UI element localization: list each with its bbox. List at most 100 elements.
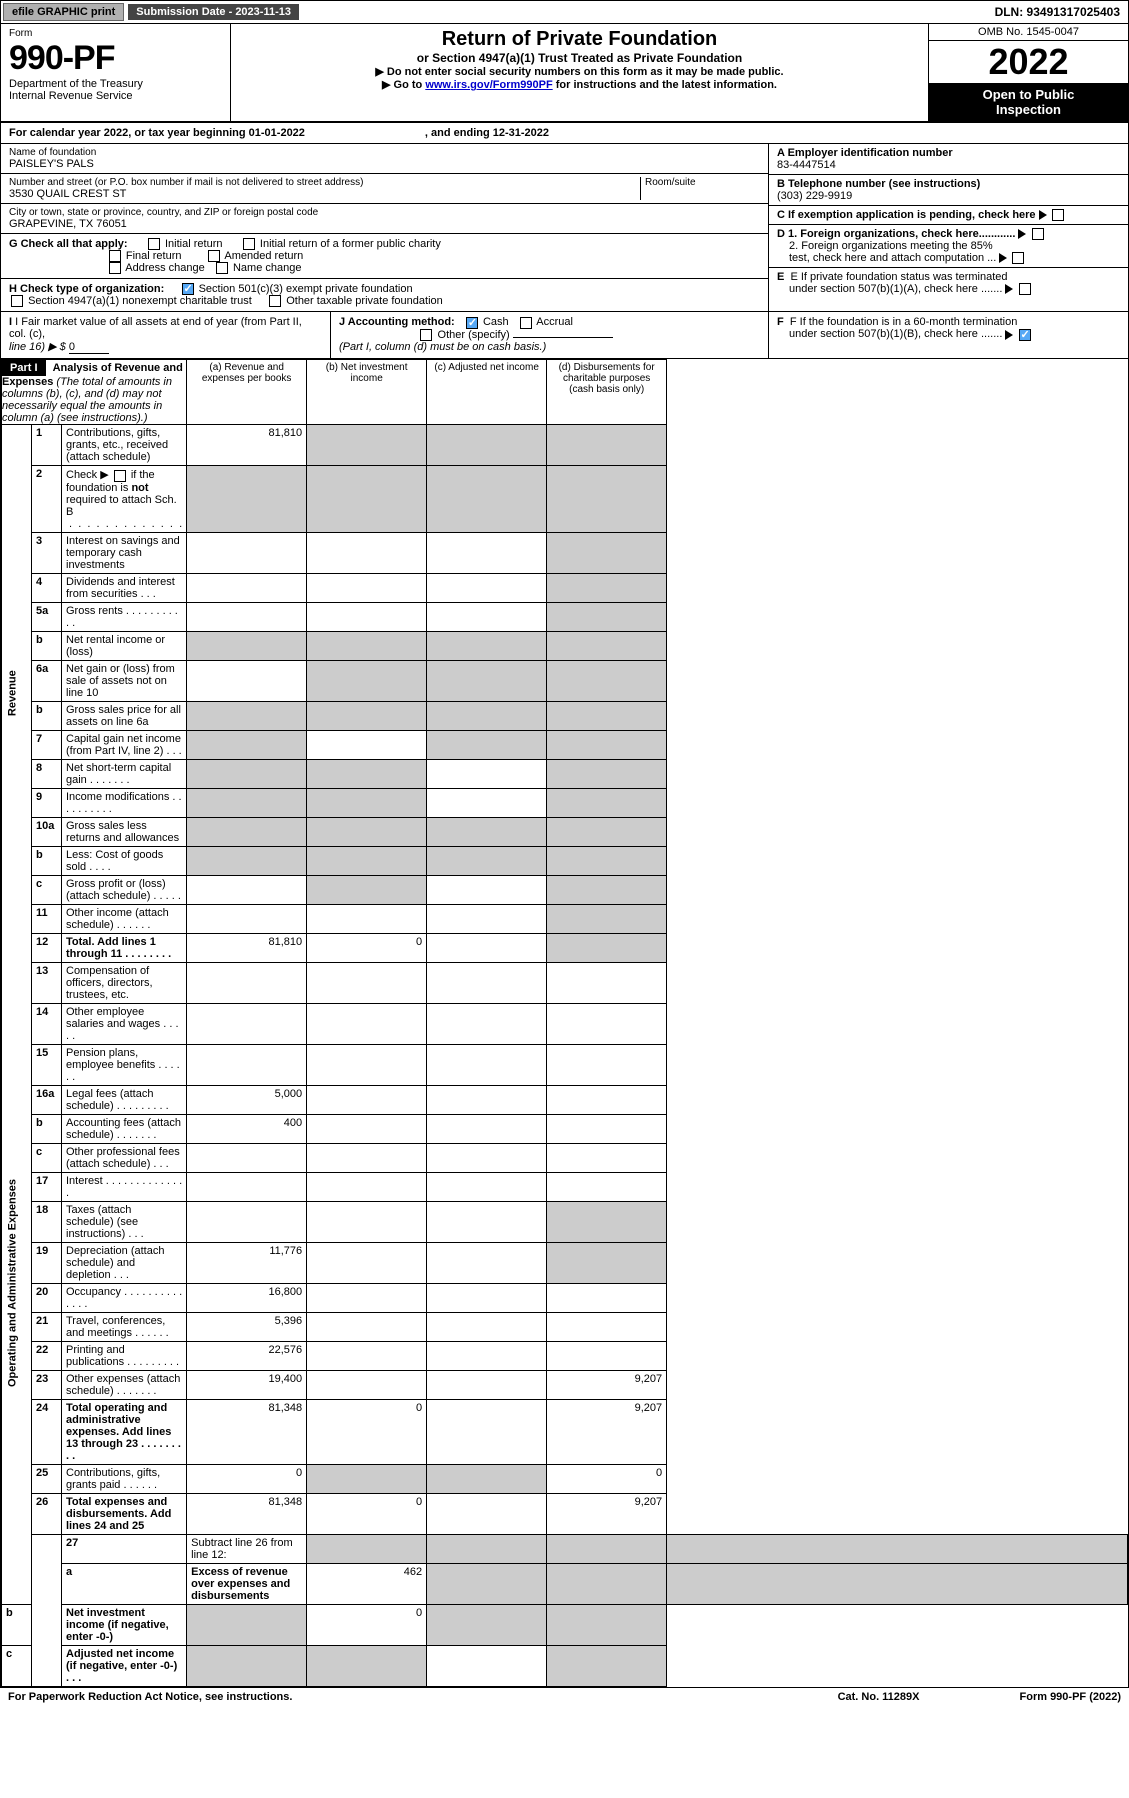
checkbox-c[interactable] xyxy=(1052,209,1064,221)
table-row: bLess: Cost of goods sold . . . . xyxy=(2,846,1128,875)
note-link: ▶ Go to www.irs.gov/Form990PF for instru… xyxy=(235,78,924,91)
checkbox-other-tax[interactable] xyxy=(269,295,281,307)
cell-b xyxy=(307,817,427,846)
foundation-name: PAISLEY'S PALS xyxy=(9,158,760,170)
cell-c xyxy=(547,1534,667,1563)
checkbox-accrual[interactable] xyxy=(520,317,532,329)
lineno: 1 xyxy=(32,425,62,466)
lineno: b xyxy=(32,701,62,730)
cell-a: 19,400 xyxy=(187,1370,307,1399)
cell-b xyxy=(307,1044,427,1085)
cell-d xyxy=(547,425,667,466)
cell-d xyxy=(547,962,667,1003)
table-row: Operating and Administrative Expenses 13… xyxy=(2,962,1128,1003)
a-label: A Employer identification number xyxy=(777,147,1120,159)
cell-a: 16,800 xyxy=(187,1283,307,1312)
irs-label: Internal Revenue Service xyxy=(9,90,222,102)
f2: under section 507(b)(1)(B), check here .… xyxy=(789,328,1002,340)
checkbox-schb[interactable] xyxy=(114,470,126,482)
lineno: 20 xyxy=(32,1283,62,1312)
cell-d xyxy=(547,759,667,788)
checkbox-final[interactable] xyxy=(109,250,121,262)
lineno: a xyxy=(62,1563,187,1604)
checkbox-address[interactable] xyxy=(109,262,121,274)
cell-c xyxy=(427,788,547,817)
line-desc: Check ▶ if the foundation is not require… xyxy=(62,466,187,532)
footer-left: For Paperwork Reduction Act Notice, see … xyxy=(8,1691,292,1703)
e2: under section 507(b)(1)(A), check here .… xyxy=(789,283,1002,295)
cell-c xyxy=(427,846,547,875)
checkbox-amended[interactable] xyxy=(208,250,220,262)
lineno: b xyxy=(2,1604,32,1645)
street-address: 3530 QUAIL CREST ST xyxy=(9,188,640,200)
irs-link[interactable]: www.irs.gov/Form990PF xyxy=(425,79,552,91)
form-header: Form 990-PF Department of the Treasury I… xyxy=(1,24,1128,123)
cell-a xyxy=(187,532,307,573)
phone-value: (303) 229-9919 xyxy=(777,190,1120,202)
table-row: 5aGross rents . . . . . . . . . . . xyxy=(2,602,1128,631)
e1: E If private foundation status was termi… xyxy=(790,271,1007,283)
table-row: bNet investment income (if negative, ent… xyxy=(2,1604,1128,1645)
table-row: 6aNet gain or (loss) from sale of assets… xyxy=(2,660,1128,701)
table-row: cAdjusted net income (if negative, enter… xyxy=(2,1645,1128,1686)
cell-b xyxy=(307,532,427,573)
j-accrual: Accrual xyxy=(536,316,573,328)
cell-b xyxy=(307,1283,427,1312)
lineno: c xyxy=(32,875,62,904)
cell-c xyxy=(427,875,547,904)
cell-a xyxy=(187,660,307,701)
line-desc: Accounting fees (attach schedule) . . . … xyxy=(62,1114,187,1143)
calyear-begin: For calendar year 2022, or tax year begi… xyxy=(9,127,305,139)
lineno: 8 xyxy=(32,759,62,788)
table-row: 26Total expenses and disbursements. Add … xyxy=(2,1493,1128,1534)
checkbox-4947[interactable] xyxy=(11,295,23,307)
efile-button[interactable]: efile GRAPHIC print xyxy=(3,3,124,21)
cell-b xyxy=(427,1534,547,1563)
d2b: test, check here and attach computation … xyxy=(789,252,996,264)
cell-a xyxy=(187,788,307,817)
cell-a: 81,810 xyxy=(187,933,307,962)
cell-a xyxy=(187,846,307,875)
checkbox-cash[interactable] xyxy=(466,317,478,329)
cell-c xyxy=(427,1201,547,1242)
line-desc: Total operating and administrative expen… xyxy=(62,1399,187,1464)
cell-d xyxy=(547,1044,667,1085)
line-desc: Gross sales price for all assets on line… xyxy=(62,701,187,730)
line-desc: Excess of revenue over expenses and disb… xyxy=(187,1563,307,1604)
checkbox-d1[interactable] xyxy=(1032,228,1044,240)
cell-d xyxy=(547,730,667,759)
cell-b xyxy=(307,425,427,466)
table-row: 11Other income (attach schedule) . . . .… xyxy=(2,904,1128,933)
lineno: 14 xyxy=(32,1003,62,1044)
checkbox-initial-former[interactable] xyxy=(243,238,255,250)
i-label: I Fair market value of all assets at end… xyxy=(9,316,302,340)
table-row: 8Net short-term capital gain . . . . . .… xyxy=(2,759,1128,788)
table-row: 12Total. Add lines 1 through 11 . . . . … xyxy=(2,933,1128,962)
g-amended: Amended return xyxy=(224,250,303,262)
form-number: 990-PF xyxy=(9,39,222,78)
cell-c xyxy=(427,962,547,1003)
line-desc: Gross profit or (loss) (attach schedule)… xyxy=(62,875,187,904)
checkbox-f[interactable] xyxy=(1019,329,1031,341)
table-row: 19Depreciation (attach schedule) and dep… xyxy=(2,1242,1128,1283)
lineno: 11 xyxy=(32,904,62,933)
lineno: 4 xyxy=(32,573,62,602)
cell-b xyxy=(307,573,427,602)
cell-d xyxy=(547,1341,667,1370)
cell-a xyxy=(187,701,307,730)
checkbox-other-method[interactable] xyxy=(420,329,432,341)
checkbox-501c3[interactable] xyxy=(182,283,194,295)
cell-b xyxy=(307,1201,427,1242)
city-cell: City or town, state or province, country… xyxy=(1,204,768,234)
checkbox-e[interactable] xyxy=(1019,283,1031,295)
cell-b xyxy=(307,846,427,875)
city-label: City or town, state or province, country… xyxy=(9,207,760,218)
ein-value: 83-4447514 xyxy=(777,159,1120,171)
checkbox-d2[interactable] xyxy=(1012,252,1024,264)
checkbox-name[interactable] xyxy=(216,262,228,274)
cell-d xyxy=(547,1242,667,1283)
checkbox-initial[interactable] xyxy=(148,238,160,250)
table-row: bGross sales price for all assets on lin… xyxy=(2,701,1128,730)
cell-c xyxy=(427,1143,547,1172)
lineno: 22 xyxy=(32,1341,62,1370)
